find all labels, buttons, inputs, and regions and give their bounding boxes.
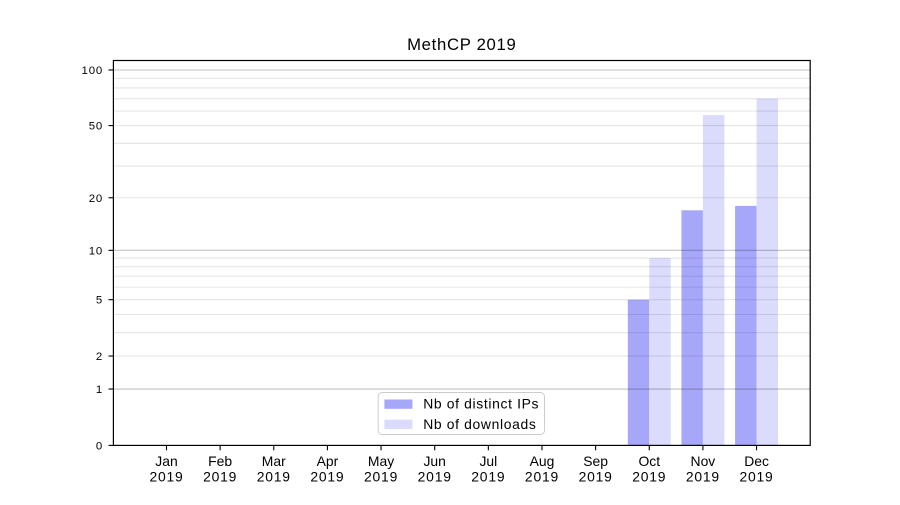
svg-text:Feb: Feb — [208, 453, 232, 469]
svg-text:2019: 2019 — [632, 469, 666, 485]
svg-text:Sep: Sep — [583, 453, 608, 469]
svg-text:2019: 2019 — [257, 469, 291, 485]
svg-text:2019: 2019 — [579, 469, 613, 485]
svg-text:Oct: Oct — [638, 453, 660, 469]
svg-text:2019: 2019 — [739, 469, 773, 485]
svg-text:1: 1 — [96, 384, 103, 396]
svg-text:2019: 2019 — [149, 469, 183, 485]
svg-text:5: 5 — [96, 295, 103, 307]
svg-text:Nov: Nov — [691, 453, 716, 469]
svg-text:2019: 2019 — [310, 469, 344, 485]
svg-text:2019: 2019 — [418, 469, 452, 485]
svg-text:2019: 2019 — [471, 469, 505, 485]
svg-text:Aug: Aug — [530, 453, 555, 469]
svg-text:2019: 2019 — [203, 469, 237, 485]
svg-text:2019: 2019 — [525, 469, 559, 485]
svg-text:MethCP 2019: MethCP 2019 — [407, 35, 516, 54]
svg-text:Jun: Jun — [423, 453, 445, 469]
svg-text:Jul: Jul — [479, 453, 497, 469]
svg-text:50: 50 — [89, 121, 103, 133]
svg-text:Dec: Dec — [744, 453, 769, 469]
svg-text:100: 100 — [82, 65, 104, 77]
svg-text:Apr: Apr — [317, 453, 339, 469]
svg-text:2019: 2019 — [686, 469, 720, 485]
svg-text:May: May — [368, 453, 394, 469]
svg-text:Jan: Jan — [155, 453, 177, 469]
svg-text:2: 2 — [96, 351, 103, 363]
svg-text:Nb of distinct IPs: Nb of distinct IPs — [423, 395, 539, 411]
svg-text:2019: 2019 — [364, 469, 398, 485]
svg-text:10: 10 — [89, 245, 103, 257]
svg-text:0: 0 — [96, 440, 103, 452]
svg-text:20: 20 — [89, 193, 103, 205]
svg-text:Nb of downloads: Nb of downloads — [423, 416, 536, 432]
svg-text:Mar: Mar — [262, 453, 286, 469]
